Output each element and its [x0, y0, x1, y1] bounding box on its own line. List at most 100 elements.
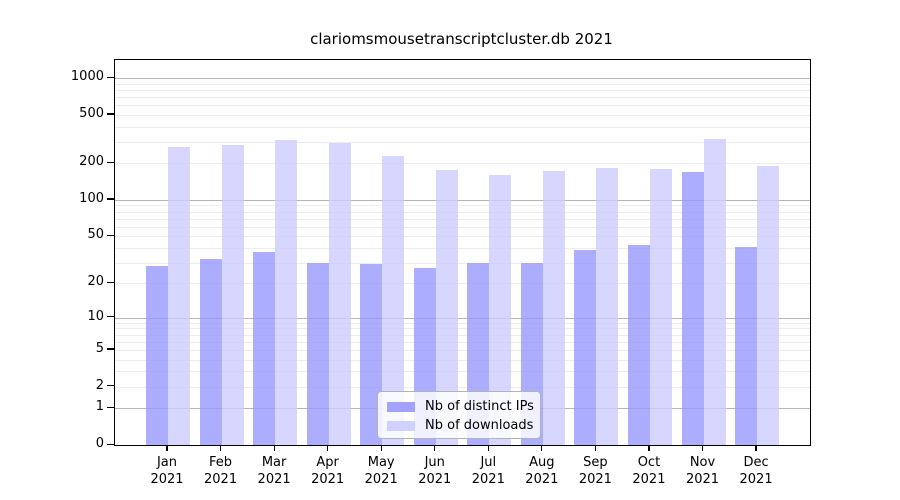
plot-area [114, 59, 811, 446]
gridline-major-100 [115, 199, 810, 201]
bars-layer [115, 60, 810, 445]
y-tick-label-200: 200 [79, 154, 104, 170]
legend-item-distinct-ips: Nb of distinct IPs [387, 398, 534, 415]
gridline-minor-40 [115, 247, 810, 249]
legend: Nb of distinct IPs Nb of downloads [377, 391, 541, 439]
chart-title: clariomsmousetranscriptcluster.db 2021 [310, 30, 613, 48]
bar-nb-of-distinct-ips-dec [735, 246, 758, 445]
x-tick-may [380, 445, 382, 452]
legend-swatch-distinct-ips [387, 401, 415, 412]
y-tick-1 [107, 406, 114, 408]
gridline-minor-50 [115, 236, 810, 238]
x-tick-label-aug: Aug 2021 [525, 455, 559, 487]
gridline-major-10 [115, 317, 810, 319]
bar-nb-of-downloads-sep [596, 167, 619, 445]
gridline-minor-60 [115, 226, 810, 228]
x-tick-jul [487, 445, 489, 452]
x-tick-nov [701, 445, 704, 452]
x-tick-feb [219, 445, 222, 452]
gridline-major-1000 [115, 78, 810, 80]
bar-nb-of-downloads-may [382, 156, 405, 445]
y-tick-0 [107, 443, 114, 445]
bar-nb-of-downloads-jul [489, 174, 512, 445]
gridline-minor-300 [115, 141, 810, 143]
y-tick-100 [107, 198, 114, 200]
bar-nb-of-distinct-ips-jan [146, 266, 168, 445]
gridline-minor-8 [115, 328, 810, 330]
y-tick-label-10: 10 [87, 308, 104, 324]
gridline-minor-900 [115, 83, 810, 85]
x-tick-sep [594, 445, 596, 452]
x-tick-label-nov: Nov 2021 [685, 455, 720, 487]
y-tick-label-0: 0 [95, 436, 104, 451]
legend-label-distinct-ips: Nb of distinct IPs [425, 399, 534, 414]
y-tick-label-5: 5 [95, 340, 104, 356]
y-tick-label-1000: 1000 [70, 69, 104, 85]
bar-nb-of-downloads-oct [649, 168, 672, 445]
gridline-minor-3 [115, 371, 810, 373]
x-tick-label-sep: Sep 2021 [578, 455, 612, 487]
x-tick-aug [541, 445, 543, 452]
y-tick-2 [107, 385, 114, 387]
bar-nb-of-distinct-ips-nov [681, 171, 704, 445]
bar-nb-of-downloads-aug [542, 171, 565, 445]
x-tick-oct [648, 445, 650, 452]
y-tick-50 [107, 234, 114, 236]
x-tick-label-dec: Dec 2021 [739, 455, 773, 487]
x-tick-label-jan: Jan 2021 [150, 455, 184, 487]
x-tick-mar [273, 445, 275, 452]
x-tick-jun [434, 445, 436, 452]
bar-nb-of-distinct-ips-feb [199, 259, 222, 445]
gridline-minor-30 [115, 262, 810, 264]
grid-layer [115, 60, 810, 445]
y-tick-label-100: 100 [79, 190, 104, 206]
bar-nb-of-downloads-jun [435, 169, 458, 445]
y-tick-label-50: 50 [87, 227, 104, 243]
x-tick-label-mar: Mar 2021 [257, 455, 291, 487]
y-tick-1000 [107, 76, 114, 78]
gridline-minor-9 [115, 322, 810, 324]
gridline-minor-5 [115, 349, 810, 351]
gridline-minor-6 [115, 341, 810, 343]
bar-nb-of-downloads-apr [328, 142, 351, 445]
legend-item-downloads: Nb of downloads [387, 417, 534, 434]
legend-swatch-downloads [387, 420, 415, 431]
gridline-minor-80 [115, 211, 810, 213]
gridline-minor-7 [115, 334, 810, 336]
gridline-minor-20 [115, 283, 810, 285]
y-tick-5 [107, 348, 114, 350]
x-tick-label-may: May 2021 [364, 455, 398, 487]
x-tick-dec [755, 445, 757, 452]
bar-nb-of-downloads-dec [757, 165, 780, 445]
x-tick-apr [327, 445, 329, 452]
bar-nb-of-distinct-ips-sep [574, 250, 597, 445]
gridline-minor-200 [115, 163, 810, 165]
gridline-minor-800 [115, 89, 810, 91]
y-tick-label-500: 500 [79, 105, 104, 121]
x-tick-label-feb: Feb 2021 [204, 455, 238, 487]
x-tick-label-jul: Jul 2021 [471, 455, 505, 487]
y-tick-label-2: 2 [95, 377, 104, 393]
x-tick-label-jun: Jun 2021 [418, 455, 452, 487]
gridline-minor-500 [115, 114, 810, 116]
y-tick-20 [107, 281, 114, 284]
bar-nb-of-distinct-ips-mar [253, 251, 276, 445]
x-tick-jan [166, 445, 168, 452]
gridline-minor-90 [115, 205, 810, 207]
bar-nb-of-downloads-jan [168, 147, 190, 445]
y-tick-200 [107, 161, 114, 164]
x-tick-label-oct: Oct 2021 [632, 455, 666, 487]
y-tick-label-20: 20 [87, 274, 104, 290]
gridline-minor-4 [115, 359, 810, 361]
y-tick-10 [107, 316, 114, 318]
gridline-minor-70 [115, 218, 810, 220]
gridline-minor-400 [115, 126, 810, 128]
legend-label-downloads: Nb of downloads [425, 418, 534, 433]
bar-nb-of-distinct-ips-oct [627, 245, 650, 445]
bar-nb-of-downloads-nov [703, 138, 726, 445]
gridline-minor-700 [115, 97, 810, 99]
gridline-minor-2 [115, 386, 810, 388]
x-tick-label-apr: Apr 2021 [311, 455, 345, 487]
y-tick-500 [107, 113, 114, 115]
